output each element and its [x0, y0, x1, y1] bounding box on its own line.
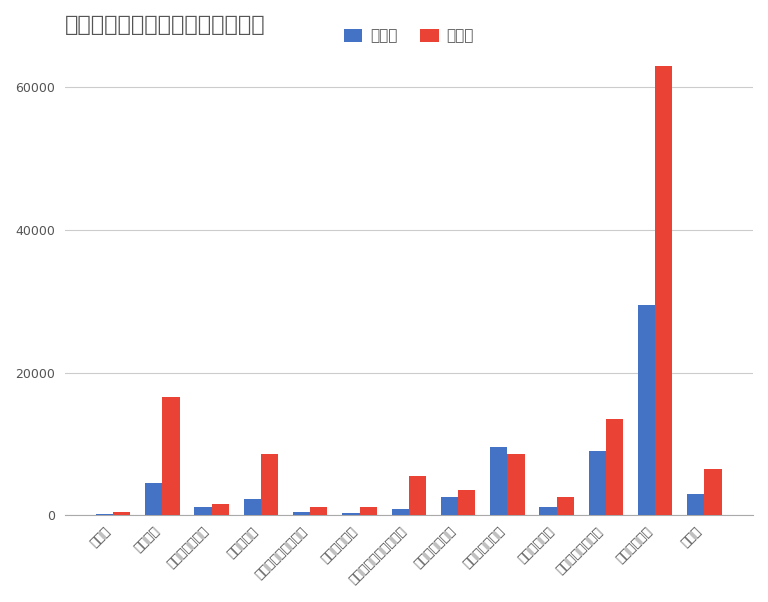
- Bar: [588, 451, 606, 515]
- Bar: [557, 497, 574, 515]
- Bar: [638, 305, 655, 515]
- Bar: [392, 509, 409, 515]
- Bar: [243, 500, 261, 515]
- Bar: [458, 490, 475, 515]
- Bar: [359, 506, 377, 515]
- Bar: [343, 513, 359, 515]
- Bar: [490, 447, 508, 515]
- Bar: [96, 514, 113, 515]
- Bar: [409, 476, 426, 515]
- Bar: [261, 455, 278, 515]
- Bar: [113, 512, 131, 515]
- Bar: [655, 66, 673, 515]
- Legend: 小学校, 中学校: 小学校, 中学校: [338, 22, 480, 50]
- Bar: [539, 506, 557, 515]
- Bar: [508, 455, 525, 515]
- Bar: [606, 419, 623, 515]
- Text: 小・中学校における不登校の要因: 小・中学校における不登校の要因: [65, 15, 265, 35]
- Bar: [194, 506, 212, 515]
- Bar: [441, 497, 458, 515]
- Bar: [293, 512, 310, 515]
- Bar: [162, 397, 180, 515]
- Bar: [212, 504, 229, 515]
- Bar: [704, 469, 722, 515]
- Bar: [145, 483, 162, 515]
- Bar: [687, 494, 704, 515]
- Bar: [310, 506, 327, 515]
